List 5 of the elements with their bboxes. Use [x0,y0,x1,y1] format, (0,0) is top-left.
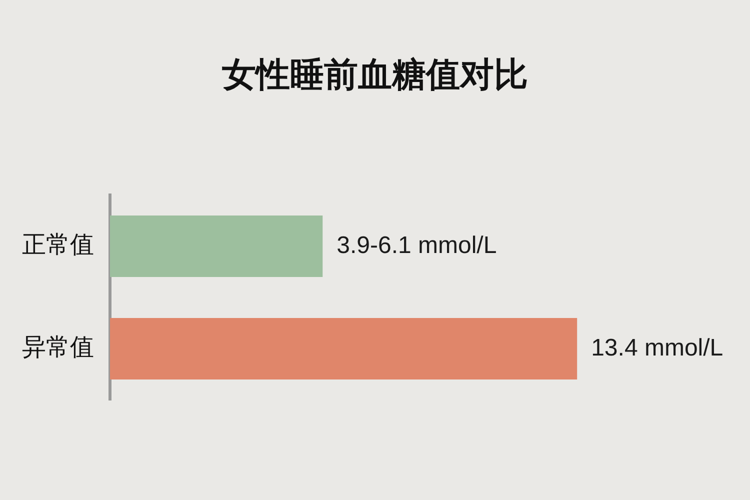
y-tick-label: 正常值 [22,230,94,258]
data-label: 3.9-6.1 mmol/L [336,232,497,259]
data-label: 13.4 mmol/L [591,334,724,362]
chart-title: 女性睡前血糖值对比 [221,54,529,97]
y-tick-label: 异常值 [22,332,94,361]
